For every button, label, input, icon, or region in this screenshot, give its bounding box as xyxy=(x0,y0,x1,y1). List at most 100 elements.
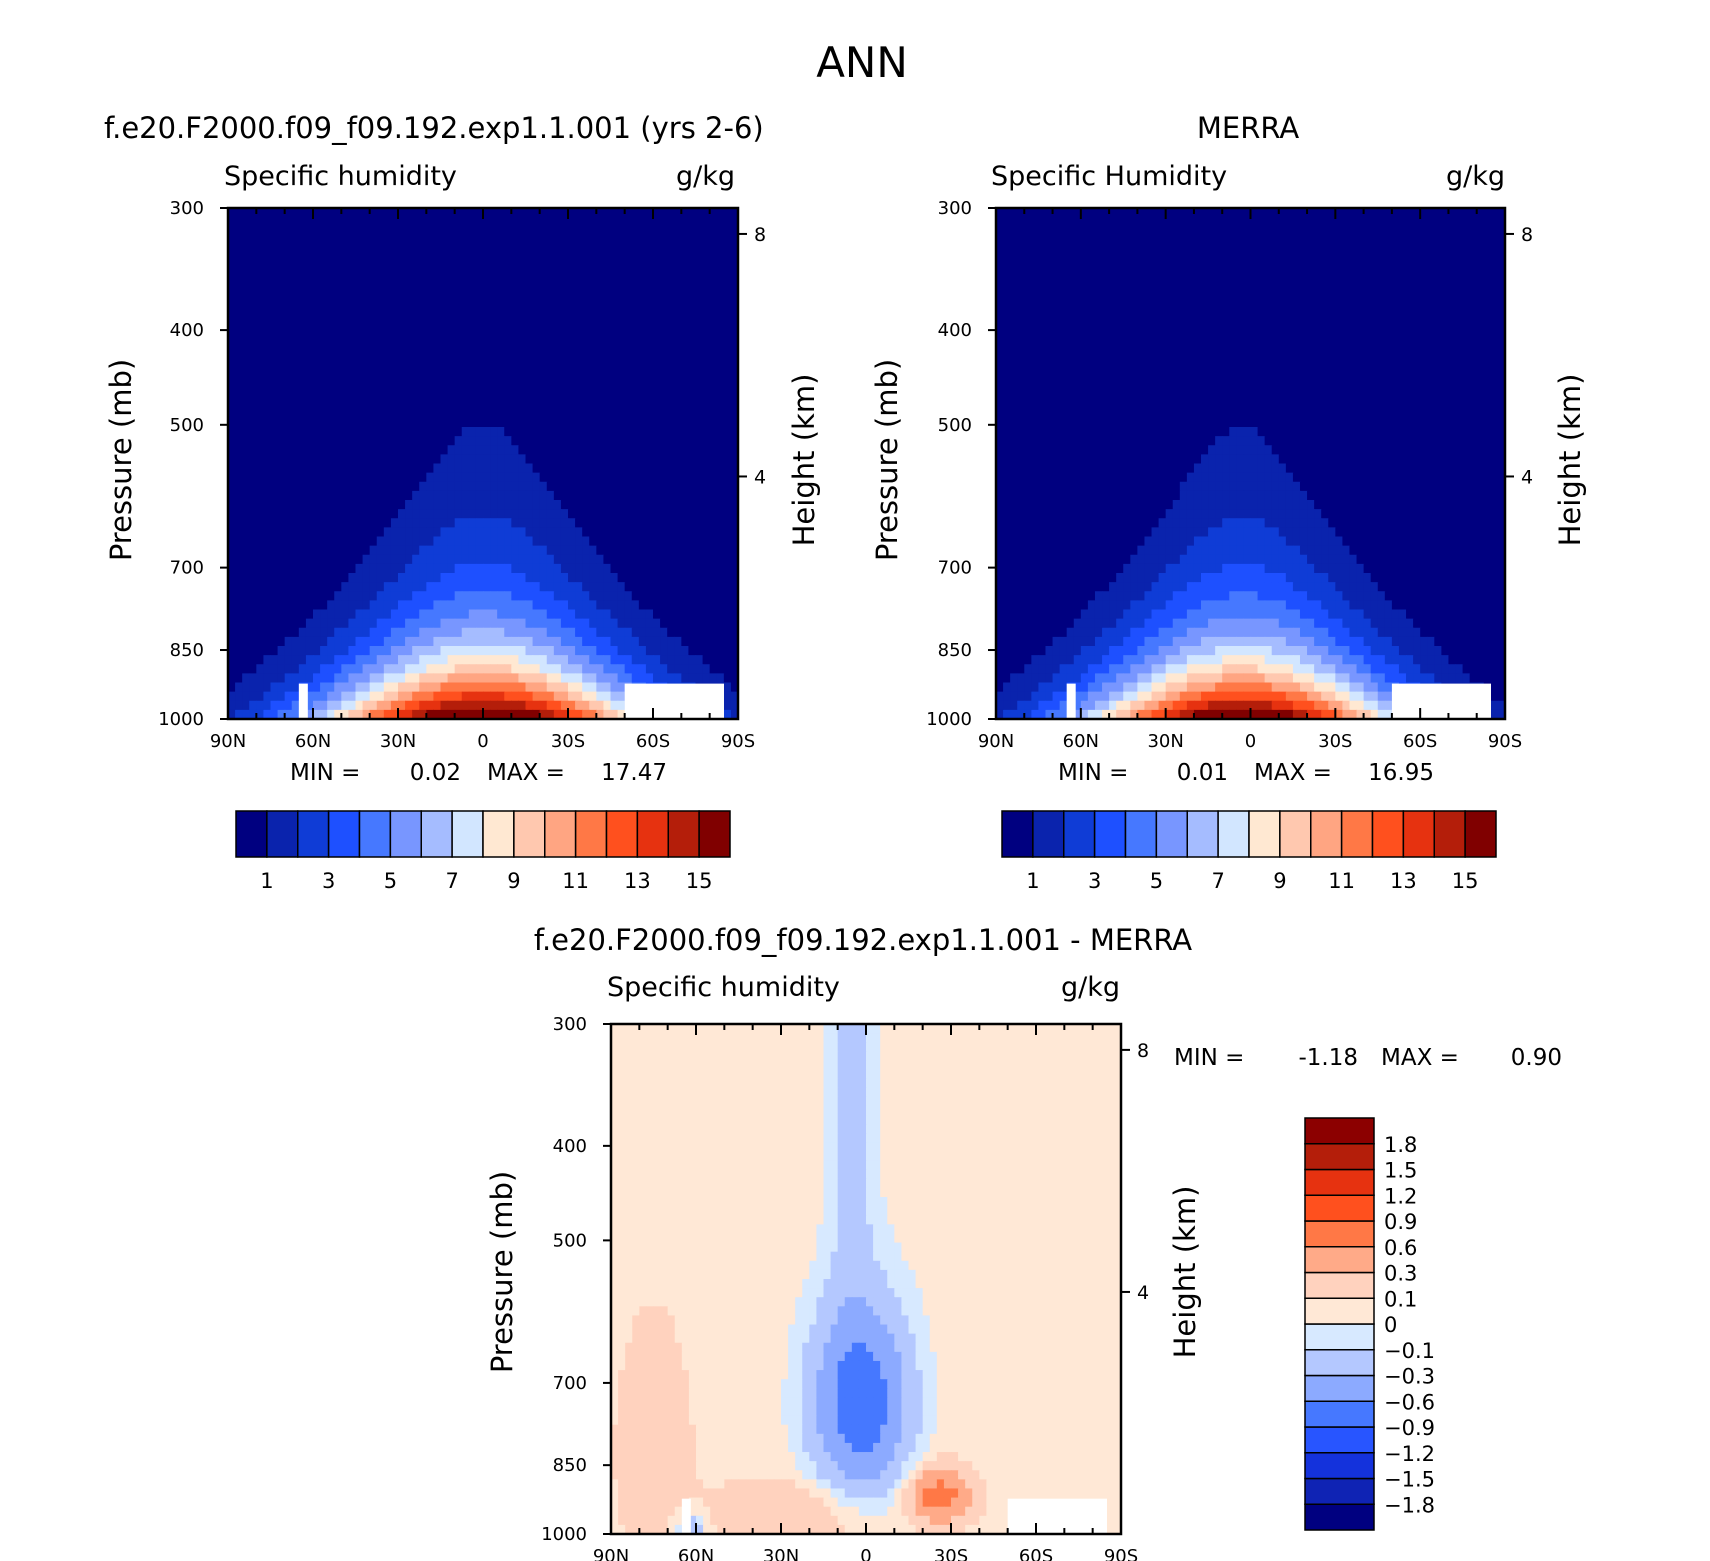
heatmap-cell xyxy=(518,262,527,273)
heatmap-cell xyxy=(1278,262,1287,273)
x-tick-label: 30S xyxy=(551,731,585,752)
heatmap-cell xyxy=(398,344,406,355)
heatmap-cell xyxy=(688,427,697,437)
heatmap-cell xyxy=(1328,290,1336,300)
heatmap-cell xyxy=(419,545,427,556)
heatmap-cell xyxy=(539,381,548,392)
heatmap-cell xyxy=(461,317,470,328)
heatmap-cell xyxy=(518,618,527,629)
heatmap-cell xyxy=(568,372,576,382)
heatmap-cell xyxy=(546,344,555,355)
heatmap-cell xyxy=(582,445,590,455)
heatmap-cell xyxy=(468,545,477,556)
heatmap-cell xyxy=(716,372,725,382)
heatmap-cell xyxy=(1123,299,1131,309)
heatmap-cell xyxy=(461,281,470,291)
heatmap-cell xyxy=(256,536,265,547)
heatmap-cell xyxy=(1024,290,1032,300)
heatmap-cell xyxy=(546,417,555,428)
heatmap-cell xyxy=(518,554,527,565)
heatmap-cell xyxy=(560,253,569,264)
heatmap-cell xyxy=(447,326,456,337)
heatmap-cell xyxy=(433,271,442,282)
heatmap-cell xyxy=(327,609,335,620)
heatmap-cell xyxy=(617,673,626,684)
heatmap-cell xyxy=(667,618,675,629)
heatmap-cell xyxy=(695,673,704,684)
heatmap-cell xyxy=(334,591,342,601)
heatmap-cell xyxy=(313,518,321,528)
heatmap-cell xyxy=(553,208,562,218)
heatmap-cell xyxy=(511,217,520,227)
heatmap-cell xyxy=(539,490,548,501)
heatmap-cell xyxy=(596,253,605,264)
heatmap-cell xyxy=(695,427,704,437)
heatmap-cell xyxy=(1434,226,1442,236)
heatmap-cell xyxy=(362,709,371,720)
heatmap-cell xyxy=(688,618,697,629)
heatmap-cell xyxy=(355,664,364,674)
heatmap-cell xyxy=(475,271,484,282)
heatmap-cell xyxy=(398,527,406,538)
heatmap-cell xyxy=(1151,244,1160,255)
heatmap-cell xyxy=(1024,235,1032,246)
heatmap-cell xyxy=(617,372,626,382)
heatmap-cell xyxy=(702,208,711,218)
heatmap-cell xyxy=(383,454,392,465)
heatmap-cell xyxy=(447,673,456,684)
heatmap-cell xyxy=(596,408,605,419)
heatmap-cell xyxy=(645,545,654,556)
heatmap-cell xyxy=(270,609,279,620)
heatmap-cell xyxy=(376,618,385,629)
heatmap-cell xyxy=(1031,208,1040,218)
heatmap-cell xyxy=(483,664,491,674)
heatmap-cell xyxy=(242,326,250,337)
heatmap-cell xyxy=(539,472,548,483)
heatmap-cell xyxy=(405,600,413,611)
heatmap-cell xyxy=(525,308,534,319)
topography-mask xyxy=(624,683,724,719)
heatmap-cell xyxy=(369,509,378,519)
heatmap-cell xyxy=(362,253,371,264)
heatmap-cell xyxy=(256,636,265,647)
heatmap-cell xyxy=(298,545,307,556)
heatmap-cell xyxy=(334,363,342,373)
heatmap-cell xyxy=(313,527,321,538)
heatmap-cell xyxy=(631,646,640,656)
heatmap-cell xyxy=(327,646,335,656)
heatmap-cell xyxy=(546,673,555,684)
heatmap-cell xyxy=(277,408,286,419)
heatmap-cell xyxy=(575,317,583,328)
heatmap-cell xyxy=(1087,244,1096,255)
heatmap-cell xyxy=(723,436,732,446)
heatmap-cell xyxy=(405,408,413,419)
heatmap-cell xyxy=(242,262,250,273)
heatmap-cell xyxy=(617,226,626,236)
heatmap-cell xyxy=(433,445,442,455)
heatmap-cell xyxy=(355,399,364,410)
heatmap-cell xyxy=(532,445,541,455)
heatmap-cell xyxy=(376,673,385,684)
heatmap-cell xyxy=(589,244,597,255)
heatmap-cell xyxy=(1363,308,1372,319)
heatmap-cell xyxy=(440,317,449,328)
colorbar-label: 13 xyxy=(624,869,651,893)
heatmap-cell xyxy=(1441,208,1450,218)
heatmap-cell xyxy=(709,226,718,236)
heatmap-cell xyxy=(277,299,286,309)
heatmap-cell xyxy=(603,600,612,611)
heatmap-cell xyxy=(568,235,576,246)
heatmap-cell xyxy=(298,372,307,382)
heatmap-cell xyxy=(553,217,562,227)
y-tick-label: 300 xyxy=(170,198,204,219)
heatmap-cell xyxy=(1151,299,1160,309)
topography-mask xyxy=(298,683,308,719)
heatmap-cell xyxy=(362,281,371,291)
heatmap-cell xyxy=(617,454,626,465)
heatmap-cell xyxy=(723,582,732,592)
heatmap-cell xyxy=(249,545,257,556)
heatmap-cell xyxy=(624,509,633,519)
heatmap-cell xyxy=(518,600,527,611)
heatmap-cell xyxy=(674,281,682,291)
heatmap-cell xyxy=(1427,262,1435,273)
